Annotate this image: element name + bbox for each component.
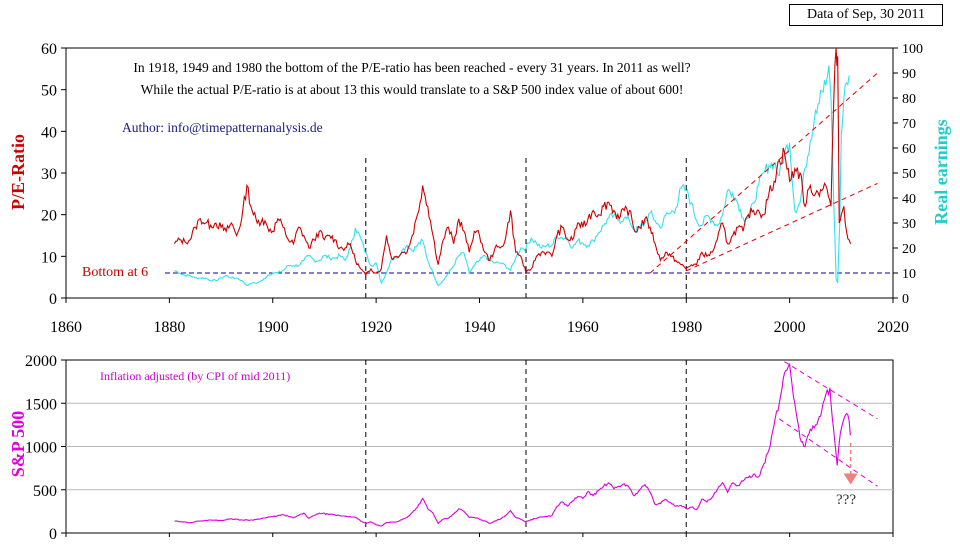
earnings-tick-label: 0: [902, 292, 909, 307]
earnings-series-line: [174, 65, 850, 287]
pe-series-line: [174, 47, 852, 277]
sp-tick-label: 500: [33, 483, 57, 500]
earnings-tick-label: 80: [902, 92, 916, 107]
year-tick-label: 1980: [670, 319, 702, 336]
earnings-tick-label: 60: [902, 142, 916, 157]
pe-tick-label: 30: [41, 166, 57, 183]
year-tick-label: 2020: [877, 319, 909, 336]
year-tick-label: 2000: [774, 319, 806, 336]
date-label: Data of Sep, 30 2011: [789, 4, 943, 26]
annotation-line-2: While the actual P/E-ratio is at about 1…: [141, 82, 684, 97]
upper-sp-trend: [784, 361, 878, 420]
year-tick-label: 1860: [50, 319, 82, 336]
pe-tick-label: 60: [41, 41, 57, 58]
year-tick-label: 1960: [567, 319, 599, 336]
dynamic-layer: 0 10 20 30 40 50 60 0 10 20 30 40 50 60 70 80 90 100 1860 1…: [25, 41, 923, 543]
earnings-tick-label: 100: [902, 42, 923, 57]
sp-series-line: [174, 362, 851, 527]
earnings-tick-label: 20: [902, 242, 916, 257]
pe-tick-label: 40: [41, 124, 57, 141]
sp-tick-label: 1000: [25, 440, 57, 457]
author-label: Author: info@timepatternanalysis.de: [122, 120, 323, 135]
pe-axis-title: P/E-Ratio: [8, 134, 28, 210]
year-tick-label: 1920: [360, 319, 392, 336]
arrow-head: [843, 473, 858, 485]
pe-tick-label: 50: [41, 83, 57, 100]
question-marks: ???: [836, 492, 856, 508]
earnings-tick-label: 90: [902, 67, 916, 82]
earnings-tick-label: 70: [902, 117, 916, 132]
pe-tick-label: 0: [49, 291, 57, 308]
lower-sp-trend: [779, 418, 878, 487]
pe-tick-label: 20: [41, 208, 57, 225]
sp-axis-title: S&P 500: [8, 411, 28, 478]
sp-tick-label: 0: [49, 526, 57, 543]
upper-pe-trend: [649, 72, 878, 274]
earnings-tick-label: 10: [902, 267, 916, 282]
earnings-tick-label: 40: [902, 192, 916, 207]
sp-tick-label: 2000: [25, 353, 57, 370]
bottom-label: Bottom at 6: [82, 265, 148, 280]
year-tick-label: 1880: [153, 319, 185, 336]
earnings-tick-label: 50: [902, 167, 916, 182]
lower-pe-trend: [686, 182, 878, 272]
year-tick-label: 1940: [464, 319, 496, 336]
earnings-axis-title: Real earnings: [931, 119, 951, 225]
annotation-line-1: In 1918, 1949 and 1980 the bottom of the…: [133, 60, 690, 75]
year-tick-label: 1900: [257, 319, 289, 336]
inflation-label: Inflation adjusted (by CPI of mid 2011): [100, 369, 290, 383]
pe-tick-label: 10: [41, 249, 57, 266]
sp-tick-label: 1500: [25, 396, 57, 413]
earnings-tick-label: 30: [902, 217, 916, 232]
